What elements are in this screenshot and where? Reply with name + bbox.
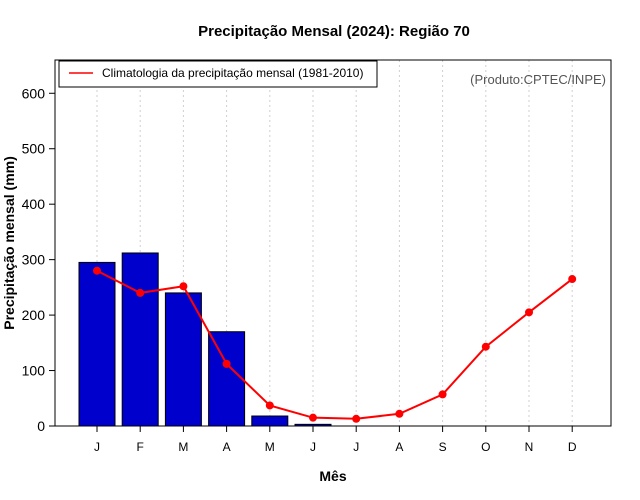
x-tick-label: O xyxy=(481,440,490,454)
climatology-point-3 xyxy=(222,359,231,368)
climatology-point-4 xyxy=(265,401,274,410)
climatology-point-10 xyxy=(525,308,533,317)
climatology-point-11 xyxy=(568,275,577,284)
climatology-point-5 xyxy=(309,413,317,422)
bar-A-3 xyxy=(208,331,246,427)
bar-series xyxy=(78,252,332,427)
y-tick-label: 0 xyxy=(37,418,45,434)
climatology-point-6 xyxy=(352,414,361,423)
y-tick-label: 500 xyxy=(22,141,46,157)
x-axis-title: Mês xyxy=(319,468,346,484)
x-tick-label: J xyxy=(310,440,316,454)
climatology-point-0 xyxy=(93,266,101,275)
y-tick-label: 600 xyxy=(22,85,46,101)
x-tick-label: J xyxy=(94,440,100,454)
climatology-line xyxy=(96,269,573,420)
x-tick-label: D xyxy=(568,440,577,454)
x-tick-label: S xyxy=(439,440,447,454)
bar-J-0 xyxy=(78,261,116,427)
legend-label: Climatologia da precipitação mensal (198… xyxy=(102,66,363,80)
climatology-point-9 xyxy=(481,342,490,351)
x-tick-label: A xyxy=(223,440,231,454)
y-tick-label: 400 xyxy=(22,196,46,212)
climatology-point-2 xyxy=(179,282,188,291)
x-tick-label: N xyxy=(525,440,534,454)
y-tick-label: 100 xyxy=(22,363,46,379)
plot-frame xyxy=(54,59,612,427)
climatology-point-8 xyxy=(438,390,447,399)
climatology-point-1 xyxy=(136,288,145,297)
x-tick-label: A xyxy=(395,440,403,454)
climatology-line-series xyxy=(93,266,577,423)
y-tick-label: 200 xyxy=(22,307,46,323)
bar-M-2 xyxy=(164,292,202,427)
y-axis-title: Precipitação mensal (mm) xyxy=(1,156,17,330)
chart-title: Precipitação Mensal (2024): Região 70 xyxy=(198,23,470,40)
credit-label: (Produto:CPTEC/INPE) xyxy=(470,72,606,87)
bar-F-1 xyxy=(121,252,159,427)
legend: Climatologia da precipitação mensal (198… xyxy=(58,60,378,88)
y-tick-label: 300 xyxy=(22,252,46,268)
bar-M-4 xyxy=(251,415,289,427)
y-axis: 0 100 200 300 400 500 600 xyxy=(22,85,55,434)
x-tick-label: J xyxy=(353,440,359,454)
x-tick-label: M xyxy=(265,440,275,454)
legend-box xyxy=(58,60,378,88)
climatology-point-7 xyxy=(395,409,404,418)
x-tick-label: M xyxy=(178,440,188,454)
x-tick-label: F xyxy=(137,440,144,454)
